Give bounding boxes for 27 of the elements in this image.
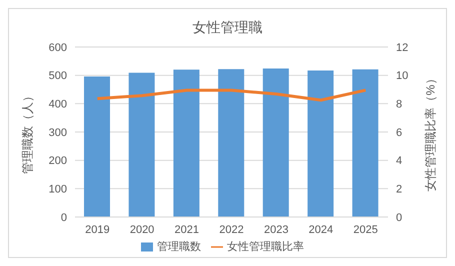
x-tick-label: 2025 [353,224,378,236]
y-tick-label: 500 [48,70,67,82]
y-tick-label: 0 [60,212,67,224]
x-tick-label: 2022 [219,224,244,236]
x-tick-label: 2024 [308,224,334,236]
line-series [96,88,368,102]
x-tick-label: 2021 [174,224,200,236]
y2-tick-label: 0 [396,212,402,224]
y2-tick-label: 8 [396,98,402,111]
y-axis-title: 管理職数（人） [20,90,34,174]
y2-tick-label: 6 [396,126,402,139]
legend-label: 女性管理職比率 [227,241,304,253]
chart-title: 女性管理職 [192,19,264,37]
x-tick-label: 2019 [85,224,110,236]
y-tick-label: 600 [48,42,67,54]
y2-axis-title: 女性管理職比率（%） [423,72,438,192]
y-tick-label: 300 [48,126,67,139]
y2-tick-label: 2 [396,184,402,196]
x-tick-label: 2020 [130,224,154,236]
y2-tick-label: 12 [396,42,408,54]
y-tick-label: 200 [48,155,67,168]
x-tick-label: 2023 [264,224,288,236]
legend-label: 管理職数 [157,241,201,253]
y2-tick-label: 10 [396,70,408,82]
y2-tick-label: 4 [396,155,402,168]
y-tick-label: 400 [48,98,67,111]
y-tick-label: 100 [48,184,67,196]
